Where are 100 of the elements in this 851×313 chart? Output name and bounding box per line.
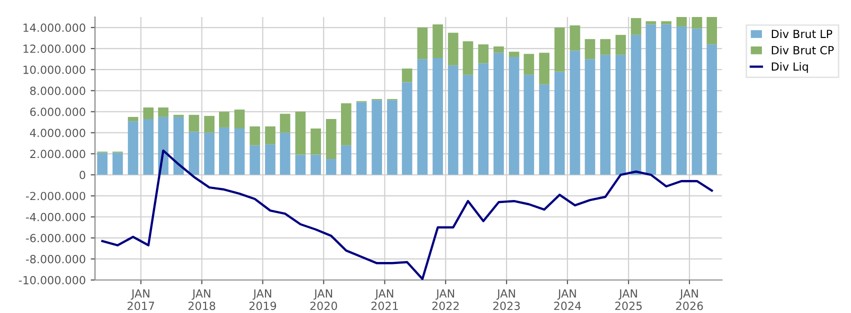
bar xyxy=(661,24,672,175)
bar xyxy=(600,39,611,55)
bar xyxy=(417,28,428,60)
x-tick-label: JAN 2022 xyxy=(432,289,459,310)
bar xyxy=(554,72,565,175)
y-tick-label: 4.000.000 xyxy=(30,128,86,138)
bar xyxy=(524,74,534,175)
bar xyxy=(646,24,656,175)
bar xyxy=(692,28,702,175)
y-tick-label: 14.000.000 xyxy=(24,23,86,32)
line-series xyxy=(101,149,713,280)
y-tick-label: -8.000.000 xyxy=(26,254,86,264)
bar xyxy=(340,145,352,175)
x-tick-label: JAN 2017 xyxy=(128,289,154,310)
bar xyxy=(448,32,458,66)
bar xyxy=(661,21,672,24)
y-tick-label: 8.000.000 xyxy=(30,86,86,96)
bar xyxy=(462,41,474,75)
bar xyxy=(326,119,336,160)
bar xyxy=(600,54,611,175)
bar xyxy=(250,145,260,175)
y-tick-label: 12.000.000 xyxy=(24,44,86,53)
bar xyxy=(448,65,458,175)
bar xyxy=(494,52,504,175)
y-tick-label: -10.000.000 xyxy=(18,276,86,284)
bar xyxy=(417,59,428,175)
bar xyxy=(265,126,276,144)
bar xyxy=(128,121,138,175)
x-tick-label: JAN 2020 xyxy=(310,289,338,310)
bar xyxy=(676,26,687,175)
y-tick-label: 2.000.000 xyxy=(30,150,86,158)
bar xyxy=(340,103,352,146)
legend-label: Div Brut CP xyxy=(772,46,834,54)
bar xyxy=(188,132,200,175)
bar xyxy=(265,144,276,175)
bar xyxy=(204,116,214,133)
bar xyxy=(295,154,306,175)
bar xyxy=(570,25,580,51)
bar xyxy=(539,84,550,175)
bar xyxy=(143,119,154,175)
bar xyxy=(356,102,367,175)
bar xyxy=(143,107,154,120)
y-tick-label: -4.000.000 xyxy=(26,212,86,222)
bar xyxy=(372,100,382,175)
bar xyxy=(402,68,412,82)
bar xyxy=(630,34,642,175)
bar xyxy=(616,54,626,175)
legend-label: Div Brut LP xyxy=(772,30,832,38)
bar xyxy=(616,34,626,55)
bar xyxy=(478,44,489,64)
bar xyxy=(539,52,550,84)
x-tick-label: JAN 2024 xyxy=(554,289,581,310)
y-tick-label: -2.000.000 xyxy=(26,192,86,200)
x-tick-label: JAN 2019 xyxy=(249,289,276,310)
bar xyxy=(173,116,184,175)
bar xyxy=(584,39,596,60)
bar xyxy=(584,59,596,175)
bar xyxy=(280,114,290,133)
bar xyxy=(570,50,580,175)
legend-label: Div Liq xyxy=(772,62,808,73)
bar xyxy=(524,54,534,75)
bar xyxy=(646,21,656,24)
bar xyxy=(326,159,336,175)
bar xyxy=(219,112,230,128)
bar xyxy=(402,82,412,175)
bar xyxy=(310,128,321,155)
bar xyxy=(462,74,474,175)
bar xyxy=(387,100,398,175)
x-tick-label: JAN 2025 xyxy=(615,289,642,310)
bar xyxy=(478,63,489,175)
bar xyxy=(554,28,565,72)
y-tick-label: 6.000.000 xyxy=(30,108,86,116)
bar xyxy=(508,52,520,57)
x-tick-label: JAN 2018 xyxy=(188,289,216,310)
x-tick-label: JAN 2023 xyxy=(493,289,520,310)
bar xyxy=(112,152,123,175)
bar xyxy=(188,114,200,132)
bar xyxy=(128,116,138,122)
bar xyxy=(630,18,642,35)
bar xyxy=(234,110,245,129)
bar xyxy=(204,132,214,175)
bar xyxy=(250,126,260,146)
bar xyxy=(706,44,717,175)
bar xyxy=(158,107,168,117)
bar xyxy=(494,46,504,53)
bar xyxy=(508,56,520,175)
bar xyxy=(706,17,717,44)
x-tick-label: JAN 2026 xyxy=(676,289,703,310)
bar xyxy=(97,152,108,175)
y-tick-label: 0 xyxy=(80,170,86,180)
bar xyxy=(692,17,702,29)
bar xyxy=(280,132,290,175)
x-tick-label: JAN 2021 xyxy=(371,289,398,310)
bar xyxy=(219,127,230,175)
bar xyxy=(676,17,687,26)
bar xyxy=(295,112,306,155)
bar xyxy=(234,128,245,175)
bar xyxy=(310,154,321,175)
bar xyxy=(432,58,443,175)
y-tick-label: 10.000.000 xyxy=(24,66,86,74)
